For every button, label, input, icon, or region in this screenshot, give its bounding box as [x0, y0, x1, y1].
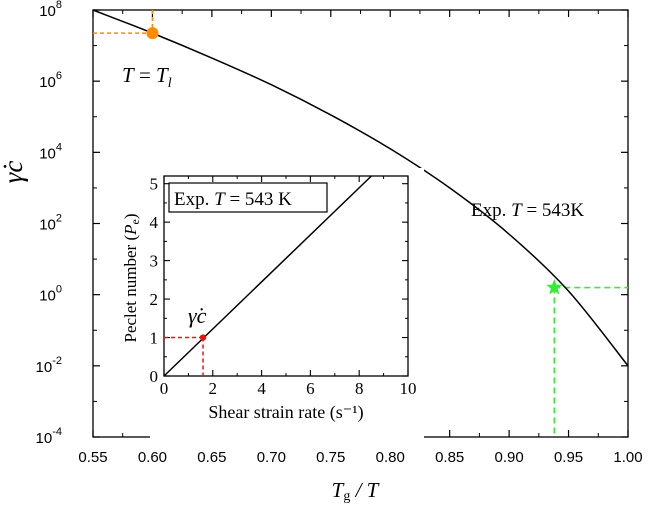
main-curve	[92, 9, 629, 367]
main-y-tick-label: 10-2	[36, 355, 62, 376]
inset-x-tick-label: 10	[400, 379, 417, 398]
main-x-tick-label: 0.95	[554, 449, 583, 466]
main-x-tick-label: 0.80	[376, 449, 405, 466]
inset-x-tick-label: 4	[257, 379, 266, 398]
inset-y-tick-label: 2	[150, 290, 159, 309]
main-y-tick-label: 10-4	[36, 426, 62, 447]
inset-gamma-label: γ̇c	[188, 303, 207, 328]
liquidus-label: T = Tl	[122, 63, 172, 91]
main-y-axis-label: γ̇c	[0, 161, 28, 184]
main-markers	[146, 27, 563, 295]
inset-markers	[199, 334, 207, 341]
inset-y-tick-label: 1	[150, 329, 159, 348]
main-y-tick-label: 104	[39, 141, 62, 162]
main-guide-lines	[93, 10, 628, 437]
inset-x-tick-label: 6	[306, 379, 315, 398]
main-x-tick-label: 1.00	[613, 449, 642, 466]
main-x-axis-label: Tg / T	[332, 478, 380, 504]
inset-x-tick-labels: 0 2 4 6 8 10	[160, 379, 417, 398]
main-x-tick-label: 0.60	[138, 449, 167, 466]
inset-critical-marker	[199, 334, 207, 341]
inset-x-tick-label: 0	[160, 379, 169, 398]
inset-y-tick-label: 4	[150, 213, 159, 232]
main-y-tick-label: 108	[39, 0, 62, 20]
main-y-tick-label: 106	[39, 70, 62, 91]
main-x-tick-label: 0.75	[316, 449, 345, 466]
main-x-tick-label: 0.70	[257, 449, 286, 466]
inset-y-tick-label: 0	[150, 367, 159, 386]
experimental-star-marker	[546, 279, 563, 295]
main-x-tick-label: 0.65	[197, 449, 226, 466]
inset-title: Exp. T = 543 K	[174, 189, 292, 210]
inset-y-tick-label: 3	[150, 252, 159, 271]
inset-ticks	[163, 176, 409, 377]
main-x-tick-label: 0.85	[435, 449, 464, 466]
main-y-tick-label: 100	[39, 284, 62, 305]
inset-y-tick-labels: 0 1 2 3 4 5	[150, 175, 159, 386]
main-x-tick-label: 0.90	[495, 449, 524, 466]
inset-x-axis-label: Shear strain rate (s⁻¹)	[208, 402, 363, 423]
main-y-tick-labels: 10-4 10-2 100 102 104 106 108	[36, 0, 62, 447]
main-x-tick-label: 0.55	[78, 449, 107, 466]
main-x-tick-labels: 0.55 0.60 0.65 0.70 0.75 0.80 0.85 0.90 0.95 1.00	[78, 449, 642, 466]
inset-title-box	[168, 182, 328, 213]
experimental-label: Exp. T = 543K	[471, 200, 584, 221]
inset-y-axis-label: Peclet number (Pe)	[121, 213, 142, 342]
main-y-tick-label: 102	[39, 213, 62, 234]
inset-y-tick-label: 5	[150, 175, 159, 194]
inset-line	[163, 175, 372, 377]
liquidus-marker	[146, 27, 159, 40]
inset-x-tick-label: 2	[209, 379, 218, 398]
inset-x-tick-label: 8	[355, 379, 364, 398]
inset-background	[150, 168, 424, 442]
